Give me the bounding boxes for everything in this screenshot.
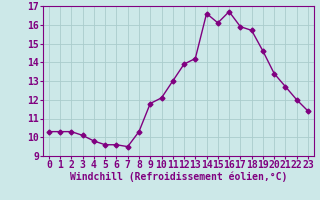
X-axis label: Windchill (Refroidissement éolien,°C): Windchill (Refroidissement éolien,°C) [70,172,287,182]
